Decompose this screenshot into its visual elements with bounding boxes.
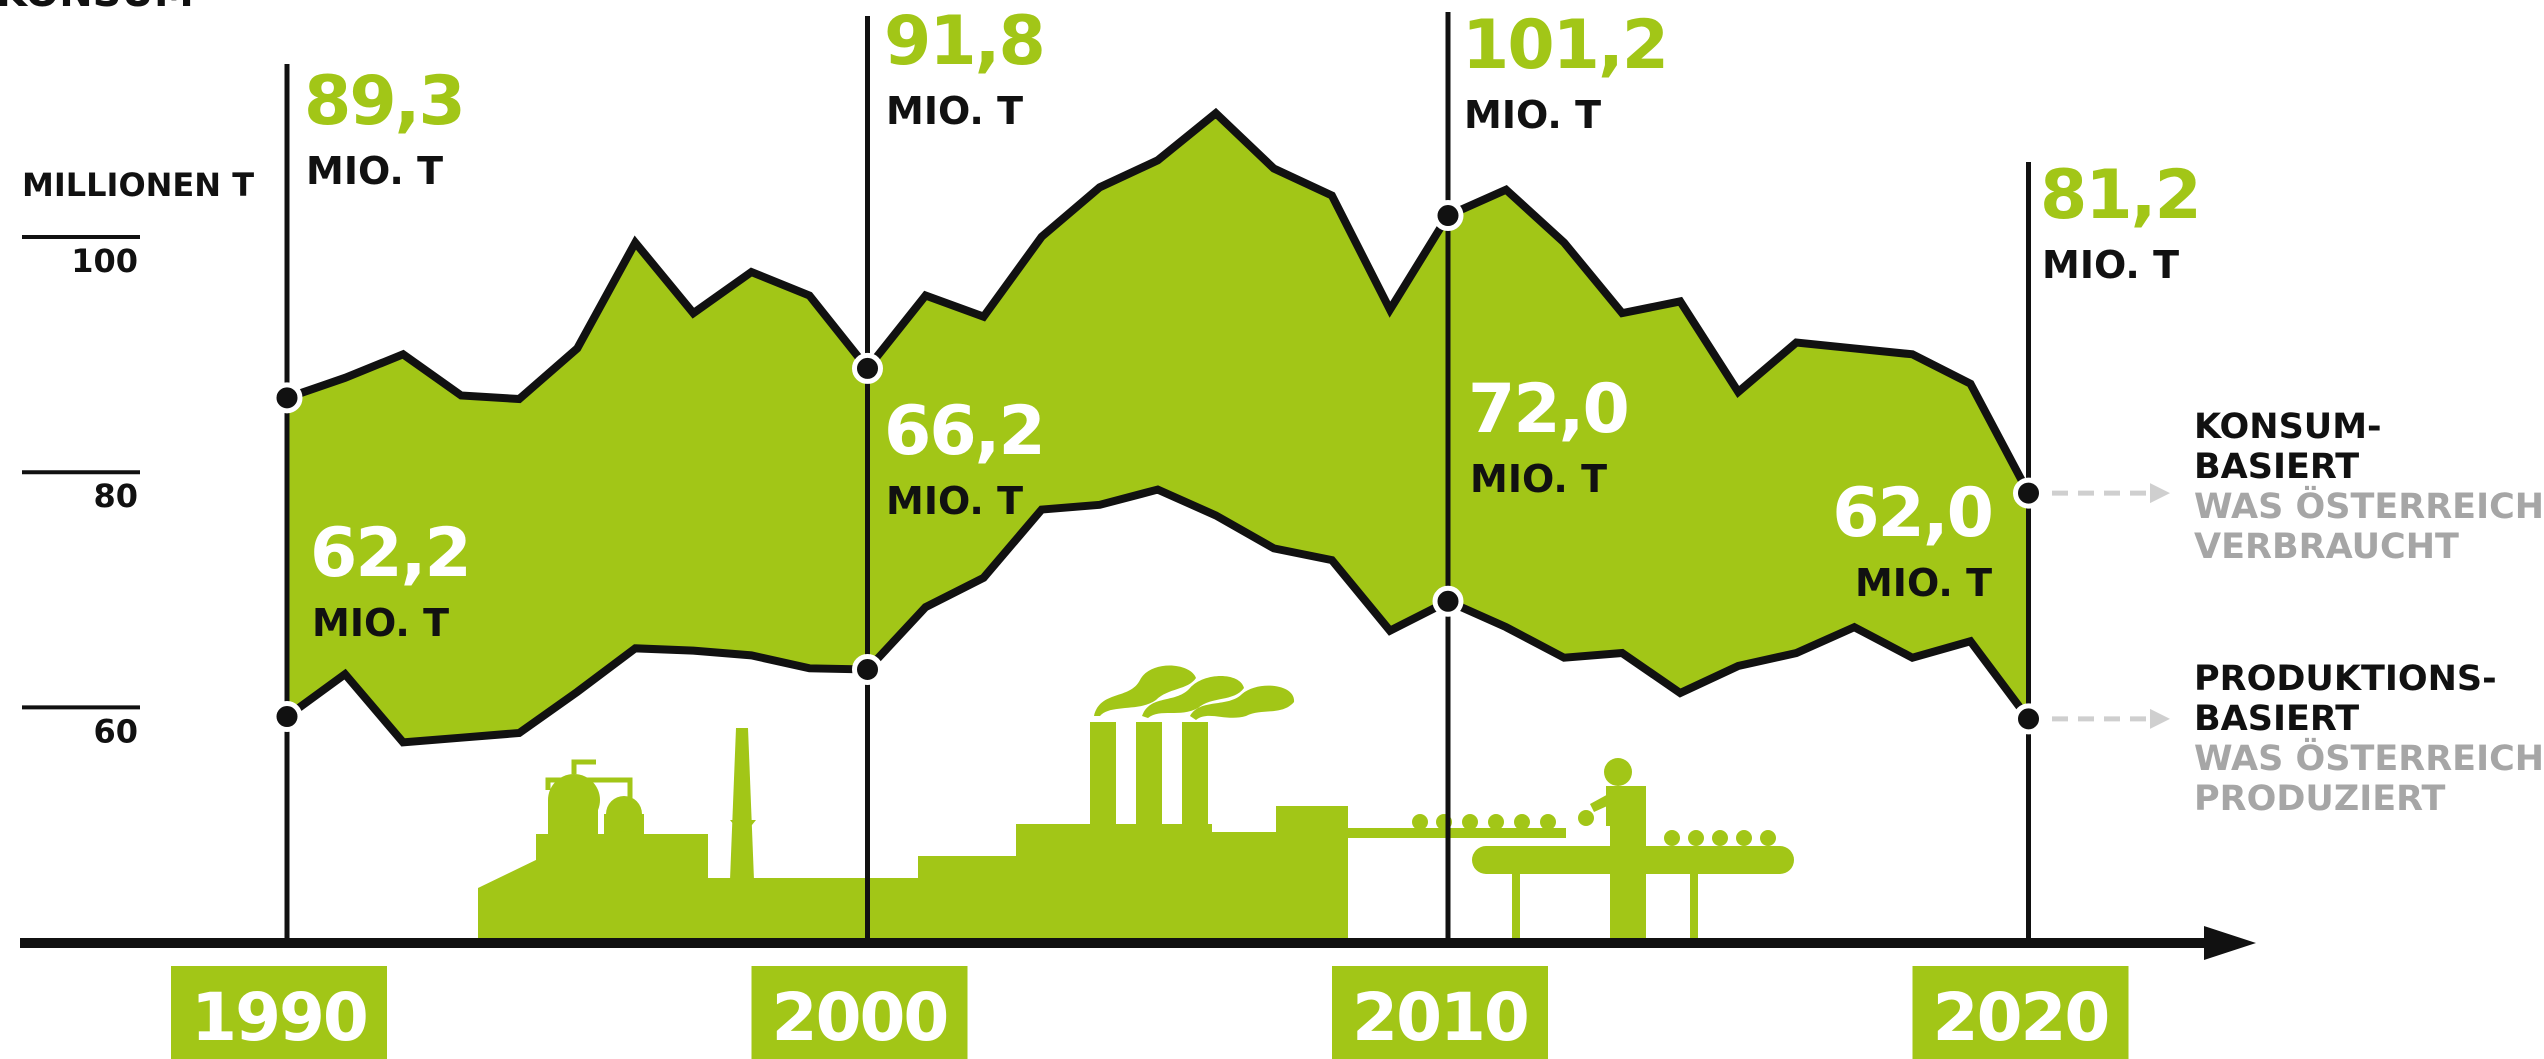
value-annotations: 89,3 MIO. T 62,2 MIO. T 91,8 MIO. T 66,2 MIO. T… bbox=[304, 2, 2202, 645]
annotation-value-produktion-2010: 72,0 bbox=[1468, 370, 1628, 449]
series-line-konsum bbox=[285, 107, 2033, 495]
annotation-unit-konsum-2000: MIO. T bbox=[886, 89, 1023, 133]
legend-subtitle-produktion: PRODUZIERT bbox=[2194, 779, 2446, 819]
y-tick-label: 60 bbox=[93, 712, 138, 750]
x-tick-box bbox=[171, 966, 387, 1059]
y-ticks: 100 80 60 bbox=[22, 235, 140, 750]
y-tick-label: 80 bbox=[93, 477, 138, 515]
legend-title-produktion: BASIERT bbox=[2194, 699, 2359, 739]
annotation-unit-produktion-2020: MIO. T bbox=[1855, 561, 1992, 605]
x-tick-label: 1990 bbox=[191, 979, 367, 1056]
data-point-produktion-1990 bbox=[271, 701, 303, 733]
annotation-unit-konsum-2020: MIO. T bbox=[2042, 243, 2179, 287]
annotation-value-produktion-2020: 62,0 bbox=[1832, 474, 1992, 553]
legend-subtitle-konsum: VERBRAUCHT bbox=[2194, 527, 2459, 567]
y-axis-label: MILLIONEN T bbox=[22, 166, 254, 204]
annotation-unit-produktion-2000: MIO. T bbox=[886, 479, 1023, 523]
x-tick-box bbox=[1332, 966, 1548, 1059]
x-tick-box bbox=[751, 966, 968, 1059]
legend-title-konsum: KONSUM- bbox=[2194, 407, 2382, 447]
annotation-value-konsum-1990: 89,3 bbox=[304, 62, 464, 141]
legend-subtitle-produktion: WAS ÖSTERREICH bbox=[2194, 737, 2544, 779]
data-point-konsum-2000 bbox=[852, 352, 883, 384]
annotation-unit-konsum-1990: MIO. T bbox=[306, 149, 443, 193]
area-band bbox=[287, 113, 2029, 743]
x-ticks: 1990 2000 2010 2020 bbox=[171, 966, 2129, 1059]
y-tick-label: 100 bbox=[71, 242, 138, 280]
annotation-unit-produktion-1990: MIO. T bbox=[312, 601, 449, 645]
legend-subtitle-konsum: WAS ÖSTERREICH bbox=[2194, 485, 2544, 527]
x-axis-arrow bbox=[2204, 926, 2256, 960]
annotation-unit-konsum-2010: MIO. T bbox=[1464, 93, 1601, 137]
x-tick-label: 2010 bbox=[1352, 979, 1528, 1056]
legend-title-produktion: PRODUKTIONS- bbox=[2194, 659, 2497, 699]
data-point-konsum-1990 bbox=[271, 382, 303, 414]
legend-title-konsum: BASIERT bbox=[2194, 447, 2359, 487]
year-marker-lines bbox=[284, 12, 2031, 943]
data-points bbox=[271, 200, 2044, 735]
annotation-value-konsum-2000: 91,8 bbox=[884, 2, 1044, 81]
data-point-produktion-2010 bbox=[1432, 585, 1464, 617]
x-tick-label: 2020 bbox=[1933, 979, 2109, 1056]
data-point-konsum-2010 bbox=[1432, 200, 1464, 232]
factory-illustration bbox=[478, 665, 1794, 940]
data-point-produktion-2020 bbox=[2013, 703, 2044, 735]
annotation-value-konsum-2010: 101,2 bbox=[1462, 6, 1667, 85]
annotation-unit-produktion-2010: MIO. T bbox=[1470, 457, 1607, 501]
series-line-produktion bbox=[284, 485, 2032, 747]
x-tick-box bbox=[1912, 966, 2129, 1059]
top-cut-label: KONSUM bbox=[0, 0, 194, 16]
data-point-konsum-2020 bbox=[2013, 477, 2044, 509]
annotation-value-produktion-1990: 62,2 bbox=[310, 514, 470, 593]
legend-arrow-produktion bbox=[2150, 708, 2170, 729]
x-tick-label: 2000 bbox=[772, 979, 948, 1056]
annotation-value-produktion-2000: 66,2 bbox=[884, 392, 1044, 471]
annotation-value-konsum-2020: 81,2 bbox=[2040, 156, 2200, 235]
data-point-produktion-2000 bbox=[852, 653, 883, 685]
legend-arrow-konsum bbox=[2150, 483, 2170, 504]
